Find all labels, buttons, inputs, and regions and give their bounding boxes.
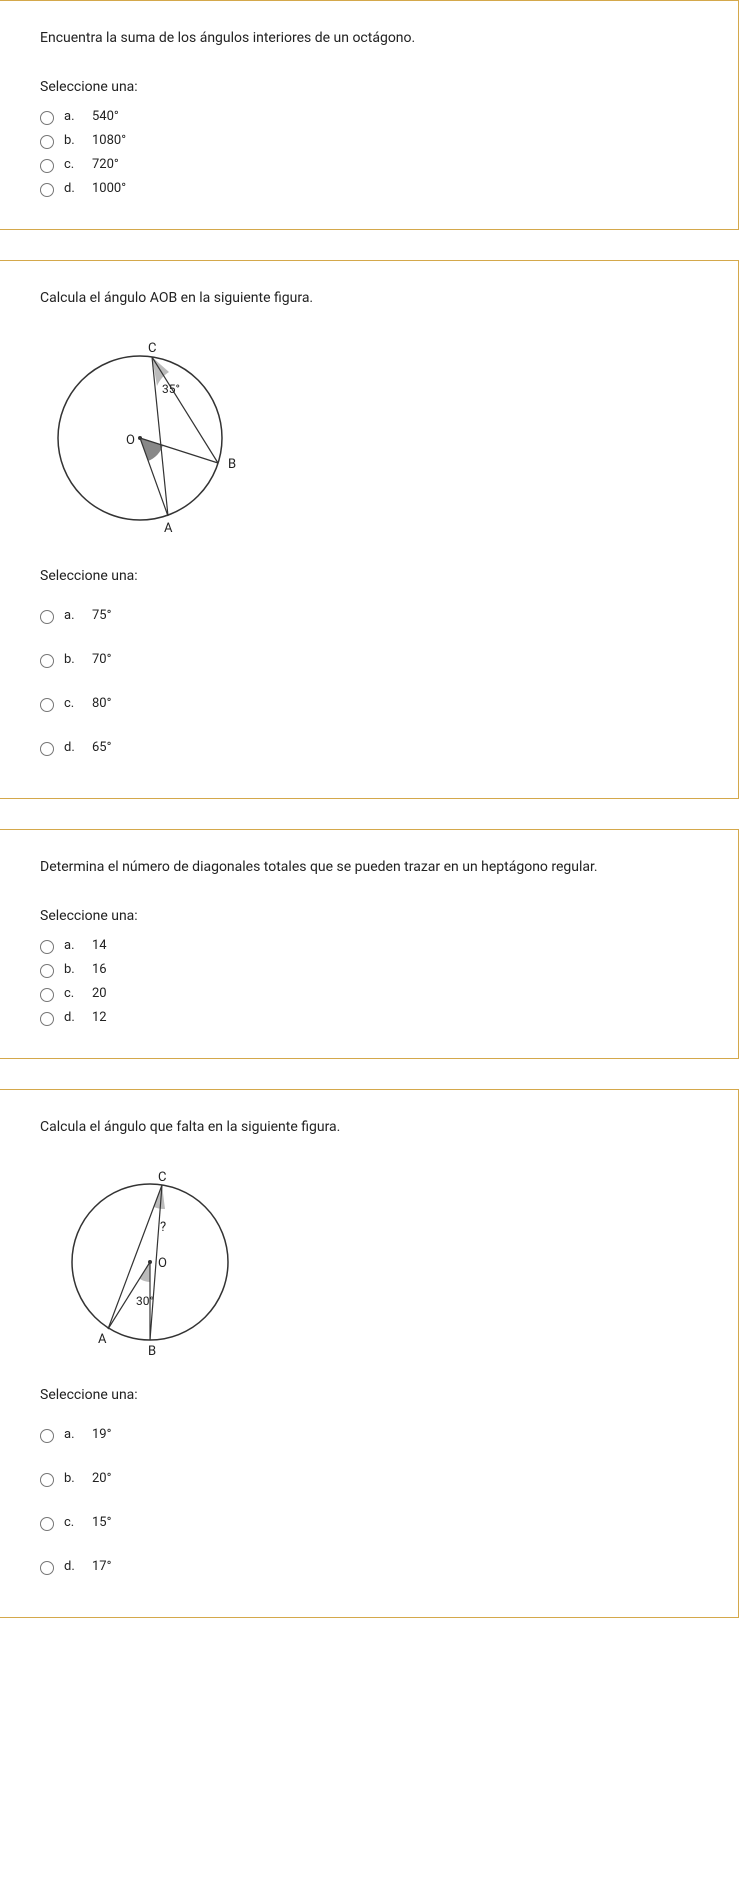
- option-value: 65°: [92, 740, 111, 755]
- option-row: a. 19°: [40, 1413, 718, 1457]
- question-card: Determina el número de diagonales totale…: [0, 829, 739, 1059]
- svg-text:B: B: [148, 1344, 156, 1359]
- option-letter: d.: [64, 181, 82, 196]
- svg-text:C: C: [158, 1170, 166, 1185]
- select-prompt: Seleccione una:: [40, 568, 718, 584]
- option-letter: c.: [64, 157, 82, 172]
- option-row: a. 540°: [40, 105, 718, 129]
- option-row: c. 15°: [40, 1501, 718, 1545]
- option-radio[interactable]: [40, 1517, 54, 1531]
- option-letter: b.: [64, 652, 82, 667]
- option-row: a. 75°: [40, 594, 718, 638]
- question-figure: C A B O 35°: [40, 338, 718, 548]
- svg-text:O: O: [126, 433, 135, 448]
- option-letter: a.: [64, 109, 82, 124]
- option-radio[interactable]: [40, 159, 54, 173]
- question-card: Calcula el ángulo AOB en la siguiente fi…: [0, 260, 739, 800]
- option-radio[interactable]: [40, 964, 54, 978]
- option-row: b. 20°: [40, 1457, 718, 1501]
- option-radio[interactable]: [40, 1473, 54, 1487]
- option-value: 540°: [92, 109, 119, 124]
- option-letter: c.: [64, 696, 82, 711]
- question-text: Determina el número de diagonales totale…: [40, 858, 718, 878]
- option-row: b. 16: [40, 958, 718, 982]
- svg-text:B: B: [228, 457, 236, 472]
- option-letter: a.: [64, 608, 82, 623]
- option-value: 17°: [92, 1559, 111, 1574]
- option-radio[interactable]: [40, 1012, 54, 1026]
- option-row: c. 20: [40, 982, 718, 1006]
- select-prompt: Seleccione una:: [40, 908, 718, 924]
- option-letter: b.: [64, 133, 82, 148]
- quiz-container: Encuentra la suma de los ángulos interio…: [0, 0, 739, 1618]
- option-letter: b.: [64, 1471, 82, 1486]
- option-row: c. 720°: [40, 153, 718, 177]
- option-radio[interactable]: [40, 111, 54, 125]
- option-letter: c.: [64, 986, 82, 1001]
- svg-text:A: A: [164, 521, 173, 536]
- option-row: d. 17°: [40, 1545, 718, 1589]
- option-radio[interactable]: [40, 610, 54, 624]
- select-prompt: Seleccione una:: [40, 1387, 718, 1403]
- svg-text:A: A: [98, 1332, 107, 1347]
- option-radio[interactable]: [40, 988, 54, 1002]
- option-value: 720°: [92, 157, 119, 172]
- option-radio[interactable]: [40, 183, 54, 197]
- option-value: 80°: [92, 696, 111, 711]
- option-letter: b.: [64, 962, 82, 977]
- option-value: 1000°: [92, 181, 126, 196]
- option-value: 12: [92, 1010, 107, 1025]
- question-figure: C A B O 30°?: [40, 1167, 718, 1367]
- option-letter: d.: [64, 1559, 82, 1574]
- option-radio[interactable]: [40, 1561, 54, 1575]
- svg-text:?: ?: [160, 1220, 166, 1235]
- option-row: b. 70°: [40, 638, 718, 682]
- question-card: Calcula el ángulo que falta en la siguie…: [0, 1089, 739, 1619]
- option-radio[interactable]: [40, 698, 54, 712]
- option-value: 20: [92, 986, 107, 1001]
- option-value: 16: [92, 962, 107, 977]
- option-row: d. 1000°: [40, 177, 718, 201]
- option-row: d. 65°: [40, 726, 718, 770]
- option-letter: d.: [64, 740, 82, 755]
- option-radio[interactable]: [40, 940, 54, 954]
- option-row: d. 12: [40, 1006, 718, 1030]
- option-row: a. 14: [40, 934, 718, 958]
- question-text: Encuentra la suma de los ángulos interio…: [40, 29, 718, 49]
- option-letter: a.: [64, 938, 82, 953]
- question-text: Calcula el ángulo que falta en la siguie…: [40, 1118, 718, 1138]
- option-value: 14: [92, 938, 107, 953]
- option-letter: d.: [64, 1010, 82, 1025]
- option-letter: a.: [64, 1427, 82, 1442]
- svg-text:O: O: [158, 1256, 167, 1271]
- option-radio[interactable]: [40, 742, 54, 756]
- option-value: 19°: [92, 1427, 111, 1442]
- option-letter: c.: [64, 1515, 82, 1530]
- question-card: Encuentra la suma de los ángulos interio…: [0, 0, 739, 230]
- option-value: 1080°: [92, 133, 126, 148]
- option-value: 15°: [92, 1515, 111, 1530]
- svg-text:C: C: [148, 341, 156, 356]
- option-value: 75°: [92, 608, 111, 623]
- option-radio[interactable]: [40, 654, 54, 668]
- option-row: c. 80°: [40, 682, 718, 726]
- option-radio[interactable]: [40, 135, 54, 149]
- option-value: 20°: [92, 1471, 111, 1486]
- svg-text:30°: 30°: [136, 1294, 154, 1308]
- option-radio[interactable]: [40, 1429, 54, 1443]
- option-value: 70°: [92, 652, 111, 667]
- svg-text:35°: 35°: [162, 382, 180, 396]
- select-prompt: Seleccione una:: [40, 79, 718, 95]
- question-text: Calcula el ángulo AOB en la siguiente fi…: [40, 289, 718, 309]
- option-row: b. 1080°: [40, 129, 718, 153]
